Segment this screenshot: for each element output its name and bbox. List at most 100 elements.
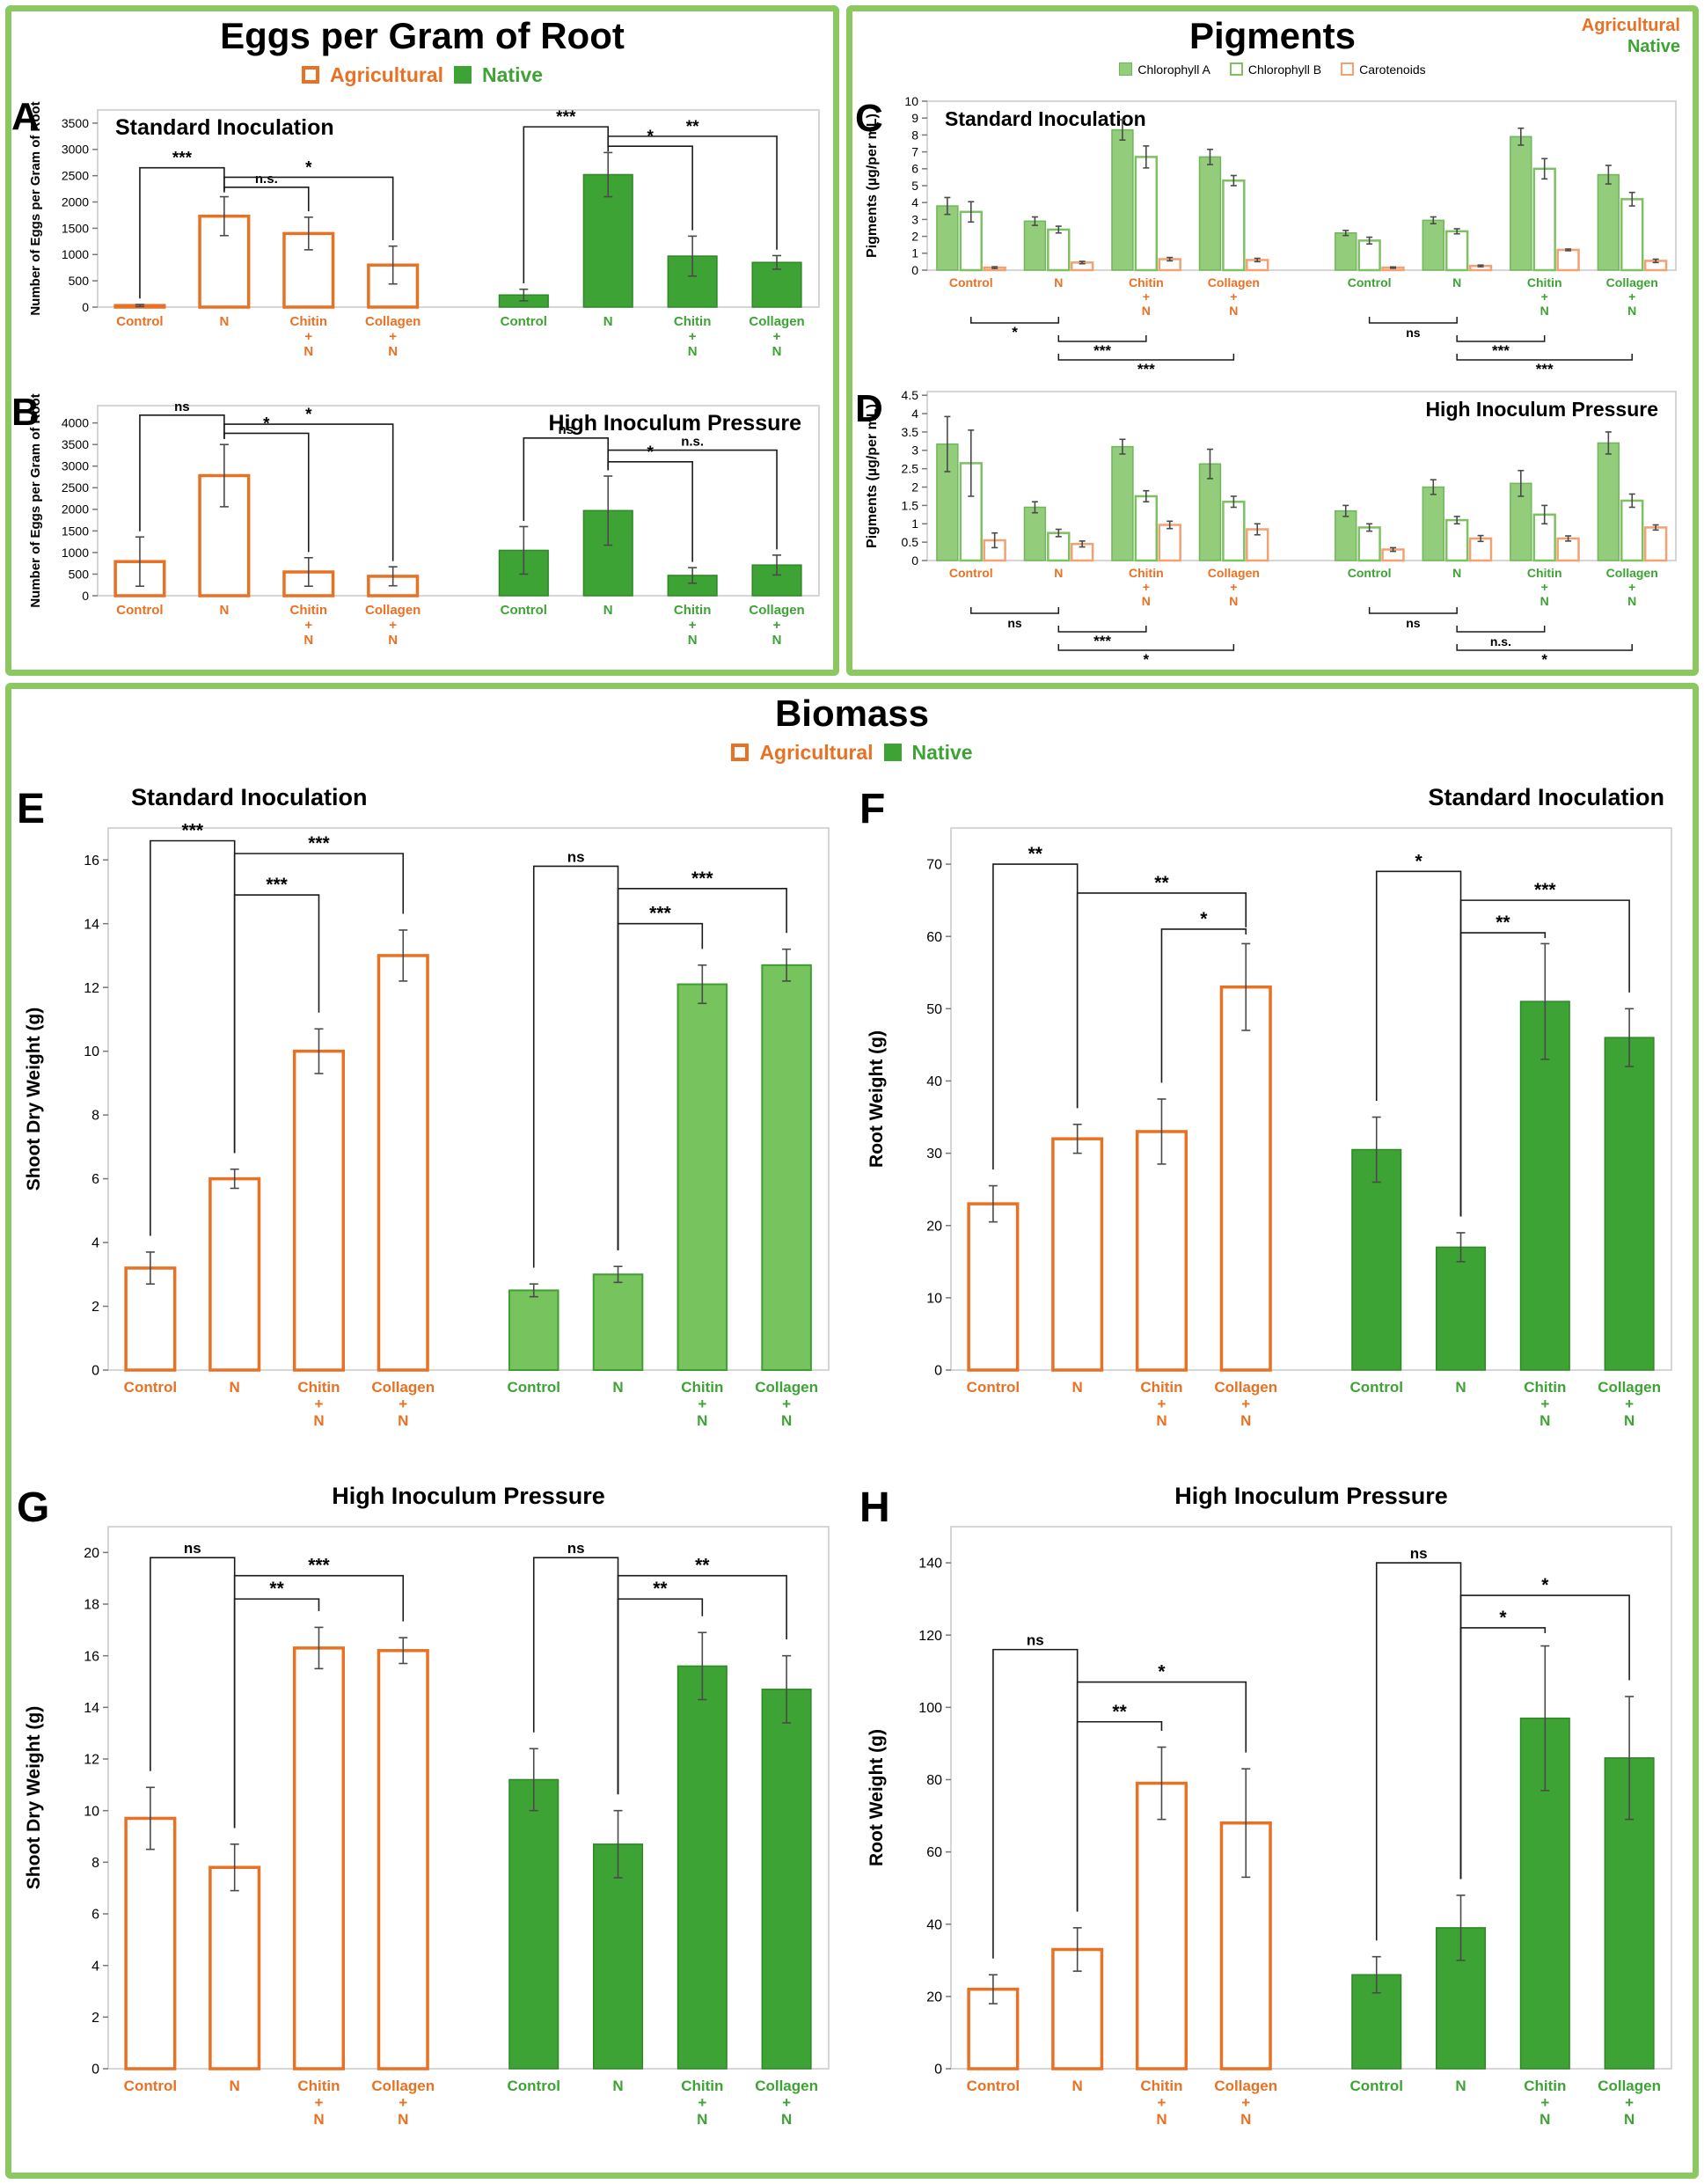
x-category-label: N (1054, 275, 1063, 289)
sig-label-below: ns (1406, 616, 1421, 630)
sig-label: * (647, 443, 654, 462)
panel-title: Standard Inoculation (1428, 784, 1664, 810)
sig-label-below: *** (1137, 361, 1155, 376)
chart-D: 0 0.5 1 1.5 2 2.5 3 3.5 4 4.5 Pigments (µg/per mL)… (855, 387, 1677, 668)
y-tick-label: 2 (911, 480, 918, 494)
x-category-label: Chitin + N (681, 1379, 723, 1429)
x-category-label: Collagen + N (371, 1379, 435, 1429)
carotenoids-label: Carotenoids (1359, 62, 1426, 77)
sig-label: ns (1410, 1545, 1428, 1562)
y-tick-label: 120 (918, 1629, 942, 1644)
x-category-label: Chitin + N (290, 603, 328, 648)
y-tick-label: 80 (926, 1773, 942, 1788)
x-category-label: N (1455, 1379, 1466, 1396)
y-tick-label: 10 (84, 1804, 99, 1819)
chart-panel-D: 0 0.5 1 1.5 2 2.5 3 3.5 4 4.5 Pigments (µg/per mL)… (853, 376, 1692, 671)
bar (208, 1176, 261, 1372)
chart-G: 0 2 4 6 8 10 12 14 16 18 20 Shoot Dry Weight (g) G Hi… (17, 1483, 830, 2128)
sig-label: ** (1028, 844, 1043, 864)
agricultural-swatch-icon (301, 66, 319, 84)
chart-panel-A: 0 500 1000 1500 2000 2500 3000 3500 Number of Eg… (11, 87, 833, 387)
y-axis-title: Number of Eggs per Gram of Root (28, 393, 43, 607)
bar (967, 1202, 1020, 1372)
bar (124, 1816, 177, 2070)
y-tick-label: 100 (918, 1701, 942, 1716)
bar (761, 964, 812, 1371)
y-tick-label: 9 (911, 111, 918, 125)
y-axis-title: Root Weight (g) (867, 1030, 887, 1168)
y-tick-label: 3500 (62, 116, 89, 130)
sig-bracket-below (1368, 607, 1458, 614)
x-category-label: N (1072, 1379, 1083, 1396)
bar-chlorophyll-a (1023, 220, 1047, 271)
bar (1135, 1130, 1188, 1372)
panel-letter: E (17, 786, 45, 832)
y-tick-label: 500 (69, 274, 90, 288)
y-tick-label: 2 (91, 1300, 99, 1315)
sig-label-below: ns (1007, 616, 1022, 630)
x-category-label: N (1455, 2078, 1466, 2094)
biomass-section-title: Biomass (774, 693, 930, 734)
sig-label: ** (686, 118, 699, 136)
y-tick-label: 1 (911, 517, 918, 531)
chart-F: 0 10 20 30 40 50 60 70 Root Weight (g) F Standard … (859, 784, 1672, 1429)
chart-H: 0 20 40 60 80 100 120 140 Root Weight (g) H High I… (859, 1483, 1672, 2128)
x-category-label: Collagen + N (1598, 2078, 1661, 2128)
bar (676, 1665, 728, 2070)
y-tick-label: 20 (926, 1990, 942, 2004)
agricultural-legend-label: Agricultural (759, 740, 874, 764)
y-tick-label: 3 (911, 212, 918, 226)
sig-bracket-below (1057, 644, 1235, 651)
y-tick-label: 2 (91, 2011, 99, 2026)
chart-A: 0 500 1000 1500 2000 2500 3000 3500 Number of Eg… (11, 95, 820, 359)
bar-chlorophyll-a (1111, 128, 1134, 271)
native-swatch-icon (883, 744, 902, 761)
bar-chlorophyll-b (1357, 526, 1381, 562)
bar (1219, 985, 1272, 1372)
sig-label-below: ns (1406, 326, 1421, 340)
x-category-label: N (1452, 566, 1461, 580)
bar (292, 1646, 346, 2070)
x-category-label: Chitin + N (674, 314, 712, 359)
bar-chlorophyll-a (936, 205, 959, 271)
panel-title: High Inoculum Pressure (1174, 1483, 1448, 1509)
panel-letter: A (11, 95, 40, 138)
sig-bracket-below (1057, 354, 1235, 361)
x-category-label: Control (508, 1379, 560, 1396)
sig-bracket (617, 888, 787, 1250)
sig-label-below: * (1144, 651, 1150, 666)
y-tick-label: 2000 (62, 502, 89, 517)
bar (1051, 1137, 1104, 1372)
sig-label: ** (269, 1579, 284, 1599)
y-tick-label: 1000 (62, 546, 89, 560)
panel-letter: F (859, 786, 885, 832)
x-category-label: Control (1348, 566, 1392, 580)
sig-bracket-below (1368, 317, 1458, 324)
x-category-label: N (219, 314, 229, 329)
sig-bracket-below (1456, 354, 1633, 361)
sig-label: *** (649, 904, 671, 924)
y-tick-label: 10 (84, 1044, 99, 1059)
y-tick-label: 6 (91, 1172, 99, 1187)
bar-chlorophyll-a (1422, 219, 1444, 271)
panel-letter: B (11, 391, 40, 434)
x-category-label: Control (124, 2078, 177, 2094)
x-category-label: Chitin + N (681, 2078, 723, 2128)
sig-label-below: *** (1093, 633, 1111, 649)
x-category-label: Chitin + N (1527, 566, 1562, 608)
x-category-label: Collagen + N (749, 314, 804, 359)
y-axis-title: Shoot Dry Weight (g) (24, 1706, 44, 1889)
y-tick-label: 40 (926, 1074, 942, 1089)
panel-letter: G (17, 1484, 49, 1531)
x-category-label: Chitin + N (297, 1379, 340, 1429)
y-tick-label: 20 (926, 1219, 942, 1234)
bar (1435, 1246, 1487, 1371)
x-category-label: N (603, 603, 613, 618)
y-tick-label: 16 (84, 854, 99, 868)
bar (582, 509, 633, 597)
y-tick-label: 50 (926, 1002, 942, 1017)
sig-label: * (1200, 909, 1208, 929)
bar-chlorophyll-b (1357, 239, 1381, 272)
sig-bracket (607, 145, 693, 231)
sig-bracket-below (1456, 335, 1546, 342)
